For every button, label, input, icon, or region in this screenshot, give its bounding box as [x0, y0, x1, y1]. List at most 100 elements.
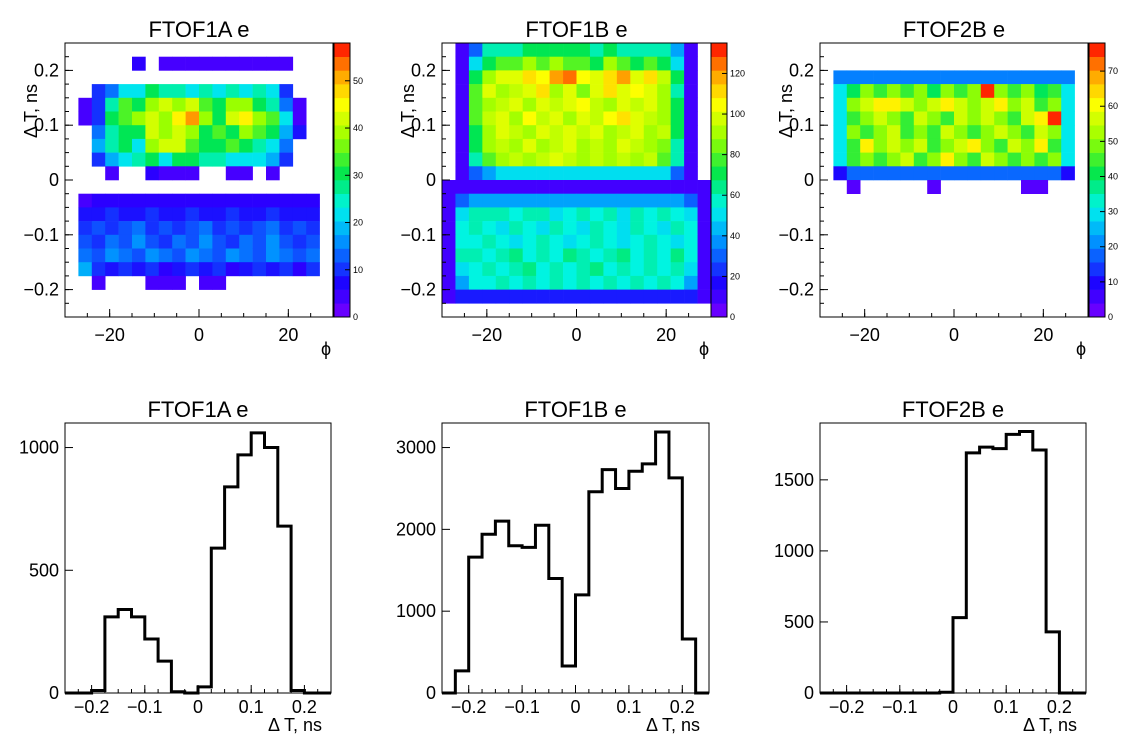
y-tick-label: 0.2: [411, 60, 436, 80]
heatmap-cell: [199, 234, 213, 249]
heatmap-cell: [643, 207, 658, 222]
heatmap-cell: [105, 138, 119, 153]
heatmap-cell: [887, 70, 901, 85]
heatmap-cell: [468, 180, 483, 194]
heatmap-cell: [603, 166, 618, 181]
heatmap-cell: [603, 97, 618, 112]
histogram-panel: −0.2 −0.1 0 0.1 0.2 0 500 1000 1500 FTOF2B e Δ T, …: [774, 397, 1087, 735]
heatmap-cell: [549, 97, 564, 112]
heatmap-cell: [927, 152, 941, 167]
heatmap-cell: [468, 138, 483, 153]
heatmap-panel: −20 0 20 −0.2 −0.1 0 0.1 0.2 FTOF2B e ϕ Δ T, ns 0 10…: [776, 17, 1118, 359]
heatmap-cell: [1047, 166, 1062, 181]
heatmap-cell: [145, 207, 160, 222]
colorbar-segment: [334, 152, 350, 167]
heatmap-cell: [1021, 125, 1035, 140]
heatmap-cell: [589, 125, 604, 140]
heatmap-cell: [684, 289, 698, 304]
colorbar-segment: [1089, 180, 1105, 194]
heatmap-cell: [442, 262, 456, 277]
colorbar-tick-label: 60: [730, 190, 740, 200]
heatmap-cell: [549, 138, 564, 153]
heatmap-cell: [616, 275, 631, 290]
heatmap-cell: [118, 84, 133, 99]
heatmap-cell: [603, 248, 618, 263]
heatmap-cell: [172, 111, 186, 126]
heatmap-cell: [684, 111, 698, 126]
heatmap-cell: [954, 138, 968, 153]
heatmap-cell: [980, 152, 995, 167]
heatmap-cell: [697, 289, 712, 304]
heatmap-cell: [105, 207, 119, 222]
heatmap-cell: [468, 289, 483, 304]
heatmap-cell: [630, 125, 645, 140]
heatmap-cell: [900, 70, 915, 85]
heatmap-cell: [913, 70, 928, 85]
heatmap-cell: [576, 84, 591, 99]
heatmap-cell: [994, 166, 1008, 181]
heatmap-cell: [603, 84, 618, 99]
heatmap-cell: [940, 97, 955, 112]
heatmap-cell: [212, 97, 227, 112]
colorbar-frame: [1088, 42, 1106, 318]
heatmap-cell: [563, 180, 577, 194]
y-tick-label: 1000: [19, 438, 59, 458]
y-tick-label: −0.2: [23, 280, 59, 300]
x-axis-label: Δ T, ns: [268, 715, 322, 735]
heatmap-cell: [212, 84, 227, 99]
heatmap-cell: [616, 152, 631, 167]
colorbar-segment: [1089, 111, 1105, 126]
heatmap-cell: [684, 125, 698, 140]
heatmap-cell: [495, 275, 510, 290]
heatmap-cell: [616, 125, 631, 140]
heatmap-cell: [589, 234, 604, 249]
heatmap-cell: [603, 152, 618, 167]
heatmap-cell: [509, 193, 523, 208]
heatmap-cell: [643, 84, 658, 99]
heatmap-cell: [684, 248, 698, 263]
heatmap-cell: [199, 138, 213, 153]
heatmap-cell: [643, 289, 658, 304]
colorbar-segment: [334, 303, 350, 318]
heatmap-cell: [212, 248, 227, 263]
x-tick-label: −0.1: [127, 697, 163, 717]
heatmap-cell: [91, 111, 106, 126]
heatmap-cell: [225, 84, 240, 99]
heatmap-cell: [994, 84, 1008, 99]
heatmap-cell: [266, 56, 280, 71]
heatmap-cell: [509, 207, 523, 222]
heatmap-cell: [657, 234, 671, 249]
heatmap-cell: [158, 166, 173, 181]
heatmap-cell: [225, 193, 240, 208]
heatmap-cell: [199, 275, 213, 290]
heatmap-cell: [954, 111, 968, 126]
colorbar-segment: [711, 275, 727, 290]
colorbar-frame: [333, 42, 351, 318]
heatmap-cell: [292, 207, 307, 222]
y-tick-label: −0.1: [23, 225, 59, 245]
heatmap-cell: [509, 289, 523, 304]
heatmap-cell: [468, 221, 483, 236]
heatmap-cell: [576, 166, 591, 181]
heatmap-cell: [576, 221, 591, 236]
heatmap-cell: [1034, 166, 1049, 181]
heatmap-cell: [266, 166, 280, 181]
heatmap-cell: [549, 262, 564, 277]
heatmap-cell: [185, 138, 200, 153]
heatmap-cell: [509, 262, 523, 277]
heatmap-cell: [563, 138, 577, 153]
heatmap-cell: [576, 70, 591, 85]
heatmap-cell: [536, 221, 550, 236]
heatmap-cell: [185, 166, 200, 181]
heatmap-cell: [980, 111, 995, 126]
heatmap-cell: [185, 262, 200, 277]
heatmap-cell: [172, 221, 186, 236]
heatmap-cell: [495, 180, 510, 194]
heatmap-cell: [940, 70, 955, 85]
heatmap-cell: [1021, 97, 1035, 112]
heatmap-cell: [199, 152, 213, 167]
heatmap-cell: [643, 111, 658, 126]
heatmap-cell: [536, 207, 550, 222]
heatmap-cell: [495, 289, 510, 304]
heatmap-cell: [1021, 111, 1035, 126]
